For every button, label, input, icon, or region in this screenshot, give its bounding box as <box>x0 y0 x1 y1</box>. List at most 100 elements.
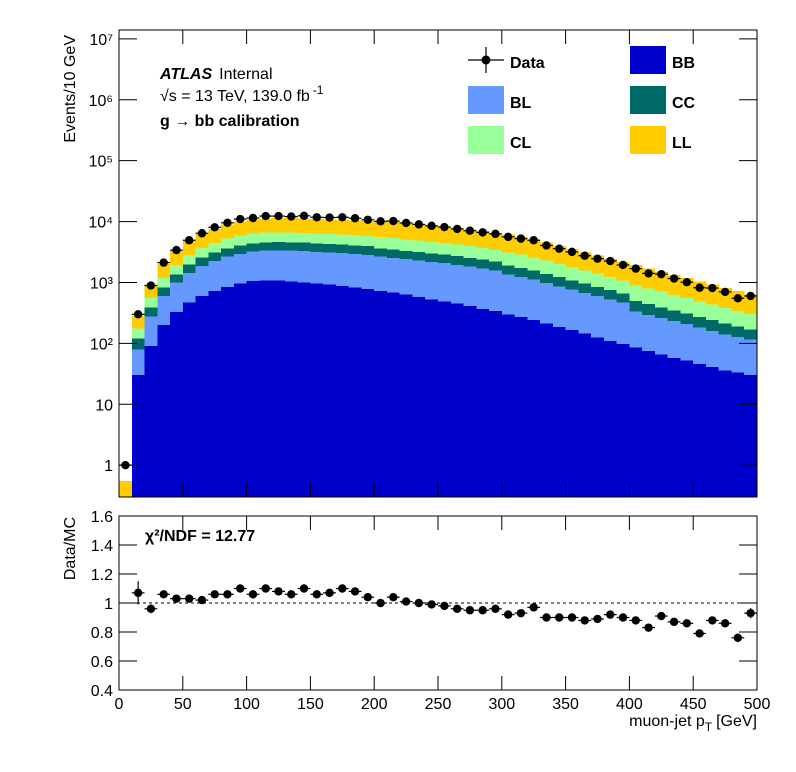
histogram-bar <box>259 280 273 497</box>
histogram-bar <box>463 246 477 258</box>
histogram-bar <box>310 218 324 234</box>
histogram-bar <box>642 350 656 497</box>
histogram-bar <box>731 311 745 327</box>
histogram-bar <box>233 283 247 497</box>
ratio-point <box>133 588 143 598</box>
ratio-point <box>708 616 717 625</box>
histogram-bar <box>731 372 745 497</box>
ratio-point <box>236 584 245 593</box>
data-point <box>274 211 283 221</box>
histogram-bar <box>297 242 311 252</box>
histogram-bar <box>284 242 298 251</box>
histogram-bar <box>744 294 758 314</box>
histogram-bar <box>310 243 324 252</box>
histogram-bar <box>208 242 222 253</box>
histogram-bar <box>425 262 439 300</box>
histogram-bar <box>476 259 490 269</box>
energy-exponent: -1 <box>313 83 324 97</box>
histogram-bar <box>744 375 758 497</box>
data-point <box>325 213 334 222</box>
y-tick-label: 1.2 <box>91 567 113 584</box>
histogram-bar <box>565 267 579 281</box>
data-point <box>542 241 551 250</box>
histogram-bar <box>540 260 554 274</box>
ratio-point <box>555 613 564 622</box>
histogram-bar <box>195 295 209 497</box>
data-point <box>389 216 398 226</box>
y-tick-label: 0.4 <box>91 683 113 700</box>
ratio-point <box>465 606 475 615</box>
x-tick-label: 150 <box>297 696 324 713</box>
histogram-bar <box>374 256 388 291</box>
y-tick-label: 0.8 <box>91 625 113 642</box>
ratio-point <box>669 617 679 627</box>
data-point <box>133 310 143 319</box>
y-tick-label: 10⁶ <box>89 93 113 110</box>
ratio-point <box>325 588 334 598</box>
histogram-bar <box>731 336 745 373</box>
data-point <box>669 274 679 283</box>
histogram-bar <box>412 252 426 261</box>
histogram-bar <box>680 360 694 497</box>
histogram-bar <box>323 252 337 285</box>
data-point <box>555 244 564 253</box>
histogram-bar <box>629 301 643 312</box>
data-point <box>146 281 156 290</box>
histogram-bar <box>259 218 273 233</box>
data-point <box>631 264 640 273</box>
histogram-bar <box>182 264 196 274</box>
histogram-bar <box>540 283 554 324</box>
histogram-bar <box>693 301 707 318</box>
histogram-bar <box>335 253 349 286</box>
histogram-bar <box>591 296 605 338</box>
histogram-bar <box>374 248 388 257</box>
data-point <box>287 212 296 221</box>
histogram-bar <box>157 287 171 296</box>
histogram-bar <box>463 306 477 497</box>
histogram-bar <box>157 277 171 288</box>
histogram-bar <box>208 261 222 292</box>
histogram-bar <box>705 304 720 321</box>
histogram-bar <box>705 320 720 331</box>
histogram-bar <box>450 227 464 245</box>
histogram-bar <box>693 317 707 328</box>
histogram-bar <box>208 252 222 262</box>
ratio-point <box>746 608 755 618</box>
data-point <box>440 222 449 232</box>
histogram-bar <box>310 283 324 497</box>
histogram-bar <box>208 228 222 243</box>
histogram-bar <box>157 295 171 326</box>
selection-label: g → bb calibration <box>160 113 300 130</box>
ratio-point <box>261 584 270 593</box>
histogram-bar <box>157 325 171 497</box>
histogram-bar <box>297 282 311 497</box>
histogram-bar <box>335 244 349 254</box>
histogram-bar <box>450 256 464 265</box>
histogram-bar <box>501 252 515 266</box>
histogram-bar <box>654 291 668 308</box>
y-tick-label: 1 <box>104 596 113 613</box>
ratio-point <box>567 613 577 622</box>
histogram-bar <box>259 242 273 251</box>
histogram-bar <box>578 292 592 334</box>
histogram-bar <box>361 254 375 290</box>
data-point <box>606 256 615 266</box>
data-point <box>746 291 755 301</box>
histogram-bar <box>654 307 668 318</box>
histogram-bar <box>335 285 349 497</box>
histogram-bar <box>654 354 668 497</box>
data-point <box>236 214 245 224</box>
y-tick-label: 10⁵ <box>89 154 113 171</box>
histogram-bar <box>642 304 656 315</box>
histogram-bar <box>131 338 145 350</box>
data-point <box>516 234 526 243</box>
ratio-point <box>618 613 628 622</box>
histogram-bar <box>527 270 541 280</box>
data-point <box>478 228 487 237</box>
data-point <box>618 260 628 270</box>
energy: √s = 13 TeV, 139.0 fb <box>160 88 310 105</box>
histogram-bar <box>667 294 681 311</box>
histogram-bar <box>399 294 413 497</box>
histogram-bar <box>540 273 554 284</box>
histogram-bar <box>195 257 209 267</box>
